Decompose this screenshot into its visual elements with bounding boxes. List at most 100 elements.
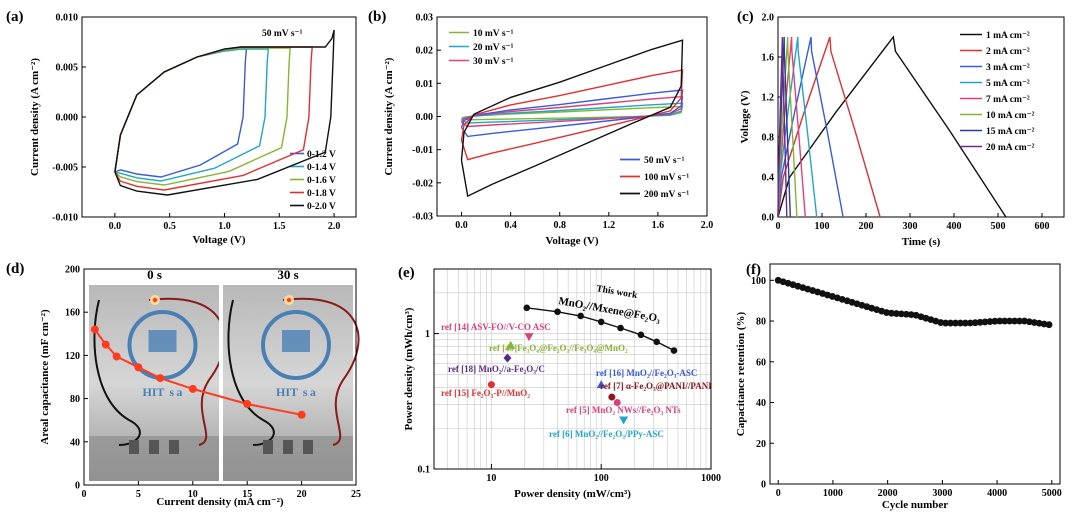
x-tick-label: 25 <box>351 489 361 500</box>
retention-point <box>888 309 895 317</box>
gcd-curve <box>777 36 881 218</box>
panel-label: (b) <box>368 9 386 25</box>
y-tick-label: 0.01 <box>416 79 434 90</box>
gcd-curve <box>777 36 788 218</box>
clip-icon <box>303 440 313 454</box>
y-tick-label: 0.02 <box>416 46 434 57</box>
this-work-point <box>554 308 561 316</box>
y-axis-label: Current density (A cm⁻²) <box>29 58 41 176</box>
retention-point <box>966 319 974 327</box>
y-tick-label: 0 <box>75 481 80 492</box>
panel-b: (b) 0.0 0.4 0.8 1.2 1.6 2.0 -0.03 -0.02 -0.01 0.00… <box>368 9 713 247</box>
x-tick-label: 0 <box>82 489 87 500</box>
legend-entry: 20 mA cm⁻² <box>986 143 1035 153</box>
y-tick-label: 0.005 <box>56 63 79 74</box>
x-tick-label: 0.0 <box>455 220 468 231</box>
ref-marker <box>503 353 512 363</box>
retention-point <box>957 319 964 327</box>
x-axis-label: Voltage (V) <box>192 234 245 246</box>
capacitance-point <box>134 363 143 372</box>
retention-point <box>1011 317 1018 325</box>
legend-entry: 5 mA cm⁻² <box>986 79 1030 89</box>
led-icon <box>286 297 292 303</box>
this-work-label: This work <box>595 284 638 301</box>
panel-a: (a) 0.0 0.5 1.0 1.5 2.0 -0.010 -0.005 0.000 0.005… <box>6 9 357 246</box>
y-axis-label: Power density (mWh/cm³) <box>403 307 415 430</box>
retention-point <box>942 319 950 327</box>
university-logo-icon <box>261 310 331 380</box>
this-work-point <box>577 312 584 320</box>
ref-marker <box>524 333 534 342</box>
y-tick-label: 80 <box>756 317 766 328</box>
legend-entry: 15 mA cm⁻² <box>986 127 1035 137</box>
x-tick-label: 0.4 <box>504 220 517 231</box>
panel-label: (f) <box>746 262 761 278</box>
ref-label: ref [15] Fe₂O₃-P//MnO₂ <box>441 388 530 398</box>
x-tick-label: 2000 <box>878 488 898 499</box>
ref-marker <box>506 340 516 349</box>
ref-marker <box>608 393 616 401</box>
legend-entry: 30 mV s⁻¹ <box>473 57 514 67</box>
red-wire <box>148 297 226 446</box>
retention-point <box>907 311 915 319</box>
capacitance-point <box>101 340 110 349</box>
y-tick-label: -0.01 <box>412 145 433 156</box>
photo-time-label: 0 s <box>147 267 162 282</box>
y-tick-label: 0.0 <box>762 213 775 224</box>
legend-entry: 0-2.0 V <box>307 202 336 212</box>
photo-time-label: 30 s <box>277 267 298 282</box>
legend-entry: 3 mA cm⁻² <box>986 63 1030 73</box>
y-tick-label: 40 <box>756 398 766 409</box>
legend-entry: 0-1.4 V <box>307 163 336 173</box>
y-tick-label: 120 <box>65 351 80 362</box>
ref-label: ref [6] MnO₂//Fe₂O₃/PPy-ASC <box>549 429 664 439</box>
capacitance-point <box>112 352 121 361</box>
gcd-curve <box>777 36 844 218</box>
x-tick-label: 5 <box>136 489 141 500</box>
y-tick-label: 0.010 <box>56 13 79 24</box>
plot-frame <box>777 16 1065 218</box>
x-tick-label: 20 <box>297 489 307 500</box>
x-tick-label: 10 <box>188 489 198 500</box>
x-tick-label: 10 <box>486 473 496 484</box>
y-tick-label: 1.2 <box>762 93 775 104</box>
x-tick-label: 400 <box>947 221 962 232</box>
retention-point <box>897 310 905 318</box>
legend-entry: 0-1.6 V <box>307 176 336 186</box>
y-tick-label: 0.03 <box>416 13 434 24</box>
this-work-point <box>597 318 605 326</box>
y-tick-label: 0.1 <box>418 465 431 476</box>
logo-text: HIT s a <box>143 385 183 399</box>
y-axis-label: Areal capacitance (mF cm⁻²) <box>39 309 51 445</box>
retention-point <box>952 319 959 327</box>
legend-entry: 50 mV s⁻¹ <box>644 156 685 166</box>
led-icon <box>152 297 158 303</box>
device-photo: HIT s a 0 s <box>89 267 226 481</box>
retention-point <box>991 317 999 325</box>
this-work-point <box>523 304 531 312</box>
retention-point <box>1006 317 1014 325</box>
x-tick-label: 500 <box>991 221 1006 232</box>
x-tick-label: 1.0 <box>218 221 231 232</box>
legend-entry: 10 mV s⁻¹ <box>473 29 514 39</box>
plot-frame <box>769 263 1061 485</box>
panel-d: (d) HIT s a 0 s HIT s a 30 s 0 5 10 15 20 25 0 40 80 1… <box>6 261 361 508</box>
this-work-point <box>670 347 678 354</box>
retention-point <box>947 319 954 327</box>
ref-marker <box>613 398 621 406</box>
logo-building-icon <box>148 330 177 352</box>
y-tick-label: 200 <box>65 265 80 276</box>
retention-point <box>961 319 969 327</box>
x-axis-label: Time (s) <box>902 236 941 248</box>
x-tick-label: 0.5 <box>163 221 176 232</box>
ref-label: ref [16] MnO₂//Fe₂O₃-ASC <box>596 368 697 378</box>
x-tick-label: 0 <box>776 221 781 232</box>
clip-icon <box>129 440 139 454</box>
x-tick-label: 0.0 <box>109 221 122 232</box>
black-wire <box>227 299 275 446</box>
y-tick-label: 2.0 <box>762 13 775 24</box>
legend-entry: 1 mA cm⁻² <box>986 31 1030 41</box>
panel-label: (e) <box>398 265 415 281</box>
x-axis-label: Cycle number <box>882 499 948 511</box>
this-work-point <box>617 324 624 332</box>
